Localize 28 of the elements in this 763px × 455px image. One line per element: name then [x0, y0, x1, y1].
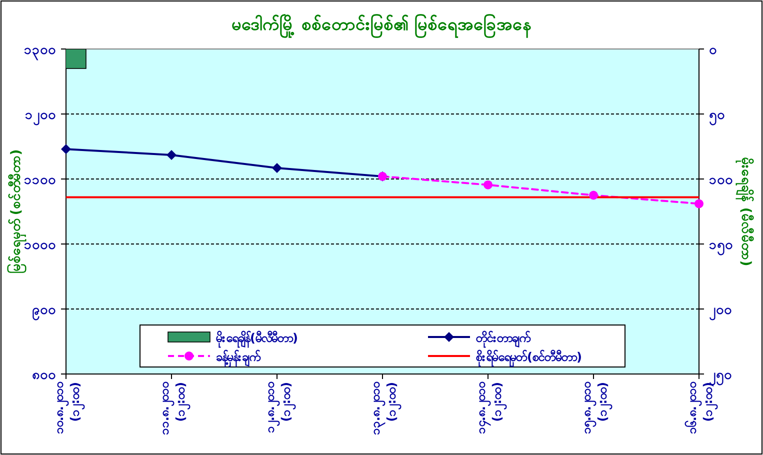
legend-label: ခန့်မှန်းချက်	[216, 348, 261, 368]
y-tick-label: ၁၂၀၀	[25, 108, 56, 126]
x-tick-label: ၁၃.၈.၂၀၁၀ (၁၂:၀၀)	[368, 381, 402, 436]
legend-label: တိုင်းတာချက်	[475, 329, 531, 349]
point	[272, 162, 282, 173]
y-tick-label: ၉၀၀	[32, 303, 56, 321]
y2-tick-label: ၁၅၀	[709, 238, 733, 256]
point	[166, 150, 176, 160]
x-tick-label: ၁၄.၈.၂၀၁၀ (၁၂:၀၀)	[474, 381, 508, 434]
y-tick-label: ၁၁၀၀	[24, 173, 56, 188]
x-tick-label: ၁၂.၈.၂၀၁၀ (၁၂:၀၀)	[263, 381, 297, 434]
legend-label: မိုးရေချိန်(မီလီမီတာ)	[215, 329, 298, 349]
point	[484, 180, 492, 190]
point	[589, 190, 598, 200]
y2-axis-title: မိုးရေချိန် (မီလီမီတာ)	[735, 156, 755, 266]
y2-tick-label: ၂၀၀	[709, 303, 732, 321]
legend-label: စိုးရိမ်ရေမှတ်(စင်တီမီတာ)	[475, 348, 582, 368]
y2-tick-label: ၁၀၀	[709, 173, 733, 188]
y-tick-label: ၈၀၀	[32, 368, 56, 383]
chart-title: မဒေါက်မြို့ စစ်တောင်းမြစ်၏ မြစ်ရေအခြေအနေ	[232, 12, 532, 39]
y2-tick-label: ၀	[709, 43, 717, 58]
x-tick-label: ၁၁.၈.၂၀၁၀ (၁၂:၀၀)	[158, 381, 192, 436]
x-tick-label: ၁၅.၈.၂၀၁၀ (၁၂:၀၀)	[580, 381, 614, 434]
y-tick-label: ၁၃၀၀	[24, 43, 56, 61]
point	[694, 199, 704, 208]
point	[61, 144, 71, 154]
y2-tick-label: ၅၀	[709, 108, 725, 126]
x-tick-label: ၁၀.၈.၂၀၁၀ (၁၂:၀၀)	[52, 381, 86, 434]
